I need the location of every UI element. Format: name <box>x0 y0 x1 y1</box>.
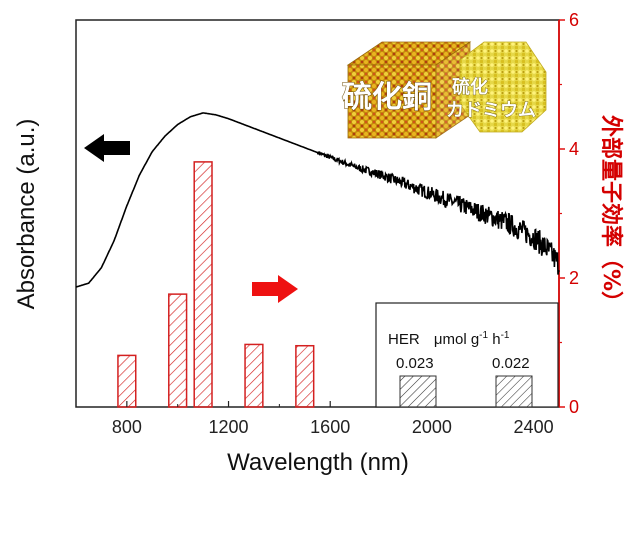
x-axis: 800 1200 1600 2000 2400 <box>112 401 554 437</box>
left-y-axis-label: Absorbance (a.u.) <box>13 119 40 310</box>
line-layer <box>75 112 560 288</box>
cu2s-label: 硫化銅 <box>342 80 432 115</box>
right-y-tick-label-2: 2 <box>569 268 579 288</box>
eqe-bar-800 <box>117 354 137 408</box>
cds-label-line2: カドミウム <box>446 100 536 121</box>
her-inset: HER μmol g-1 h-1 0.023 0.022 <box>375 302 559 408</box>
x-axis-label: Wavelength (nm) <box>227 449 409 476</box>
eqe-bar-1300 <box>244 343 264 408</box>
cds-segment <box>459 41 547 133</box>
eqe-bar-1500 <box>295 344 315 408</box>
inset-title: HER μmol g-1 h-1 <box>388 330 510 348</box>
x-tick-label-1600: 1600 <box>310 417 350 437</box>
nanocrystal-illustration: 硫化銅 硫化 カドミウム <box>342 41 547 139</box>
inset-value-2: 0.022 <box>492 355 530 372</box>
inset-bar-2 <box>495 375 533 408</box>
x-tick-label-1200: 1200 <box>209 417 249 437</box>
eqe-arrow-icon <box>252 275 298 303</box>
absorbance-curve <box>75 112 560 288</box>
inset-value-1: 0.023 <box>396 355 434 372</box>
x-tick-label-800: 800 <box>112 417 142 437</box>
x-tick-label-2400: 2400 <box>514 417 554 437</box>
right-y-tick-label-4: 4 <box>569 139 579 159</box>
eqe-bar-1100 <box>193 161 213 408</box>
right-y-axis: 0 2 4 6 <box>559 10 579 417</box>
cds-label-line1: 硫化 <box>452 76 488 98</box>
inset-bar-1 <box>399 375 437 408</box>
eqe-bar-1000 <box>168 293 188 408</box>
right-y-axis-label: 外部量子効率（%） <box>598 115 624 313</box>
right-y-tick-label-0: 0 <box>569 397 579 417</box>
right-y-tick-label-6: 6 <box>569 10 579 30</box>
absorbance-arrow-icon <box>84 134 130 162</box>
x-tick-label-2000: 2000 <box>412 417 452 437</box>
